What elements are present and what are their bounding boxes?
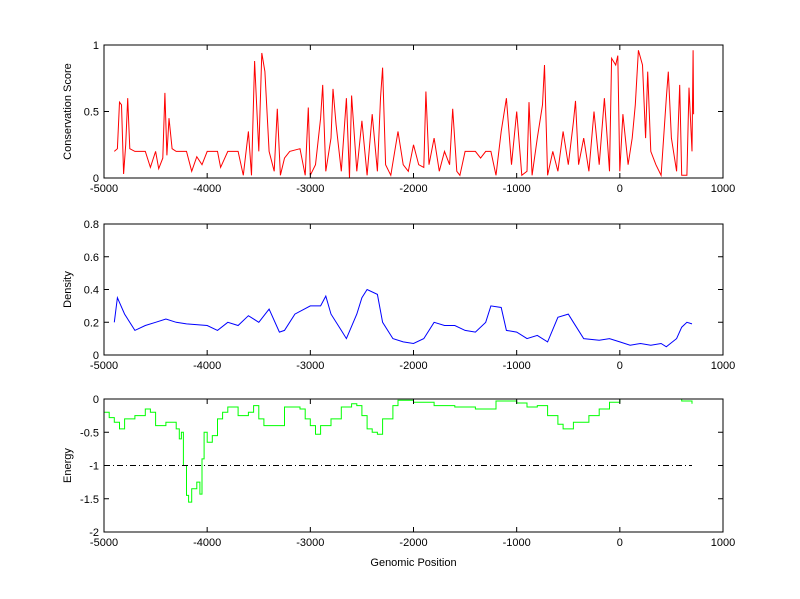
x-tick-label: -2000: [399, 360, 427, 372]
y-tick-label: 0.5: [84, 107, 99, 119]
x-tick-label: -2000: [399, 537, 427, 549]
subplot-1: -5000 -4000 -3000 -2000 -1000 0 1000 0 0.5 1 Conse…: [62, 40, 735, 195]
y-tick-label: 0: [93, 350, 99, 362]
y-tick-label: -1: [89, 461, 99, 473]
y-axis-label: Density: [62, 271, 74, 308]
y-tick-label: 0.2: [84, 317, 99, 329]
x-axis-label: Genomic Position: [370, 557, 456, 569]
x-tick-label: -1000: [503, 360, 531, 372]
x-tick-label: -3000: [296, 360, 324, 372]
y-tick-label: -0.5: [80, 427, 99, 439]
y-tick-label: 0.8: [84, 219, 99, 231]
x-tick-label: -3000: [296, 183, 324, 195]
x-tick-label: 0: [617, 183, 623, 195]
subplot-3: -5000 -4000 -3000 -2000 -1000 0 1000 -2 -1.5 -1 -0…: [62, 394, 735, 569]
y-axis-label: Conservation Score: [62, 63, 74, 160]
y-axis-label: Energy: [62, 448, 74, 483]
x-tick-label: -3000: [296, 537, 324, 549]
x-tick-label: 1000: [711, 360, 735, 372]
y-tick-label: 0.4: [84, 285, 99, 297]
x-tick-label: -4000: [193, 183, 221, 195]
series-line-conservation: [113, 50, 695, 179]
x-tick-label: -4000: [193, 360, 221, 372]
y-tick-label: -2: [89, 527, 99, 539]
y-tick-label: -1.5: [80, 494, 99, 506]
x-tick-label: 0: [617, 537, 623, 549]
y-tick-label: 0: [93, 394, 99, 406]
x-tick-label: 1000: [711, 537, 735, 549]
subplot-2: -5000 -4000 -3000 -2000 -1000 0 1000 0 0.2 0.4 0.6…: [62, 219, 735, 372]
x-tick-label: 1000: [711, 183, 735, 195]
y-tick-label: 0.6: [84, 252, 99, 264]
x-tick-label: -1000: [503, 183, 531, 195]
y-tick-label: 1: [93, 40, 99, 52]
series-line-density: [113, 288, 693, 348]
y-tick-label: 0: [93, 173, 99, 185]
x-tick-label: -2000: [399, 183, 427, 195]
x-tick-label: -5000: [90, 183, 118, 195]
series-line-energy: [104, 398, 693, 503]
x-tick-label: -5000: [90, 537, 118, 549]
x-tick-label: -1000: [503, 537, 531, 549]
x-tick-label: 0: [617, 360, 623, 372]
x-tick-label: -4000: [193, 537, 221, 549]
x-tick-label: -5000: [90, 360, 118, 372]
axes-box: [103, 223, 724, 356]
